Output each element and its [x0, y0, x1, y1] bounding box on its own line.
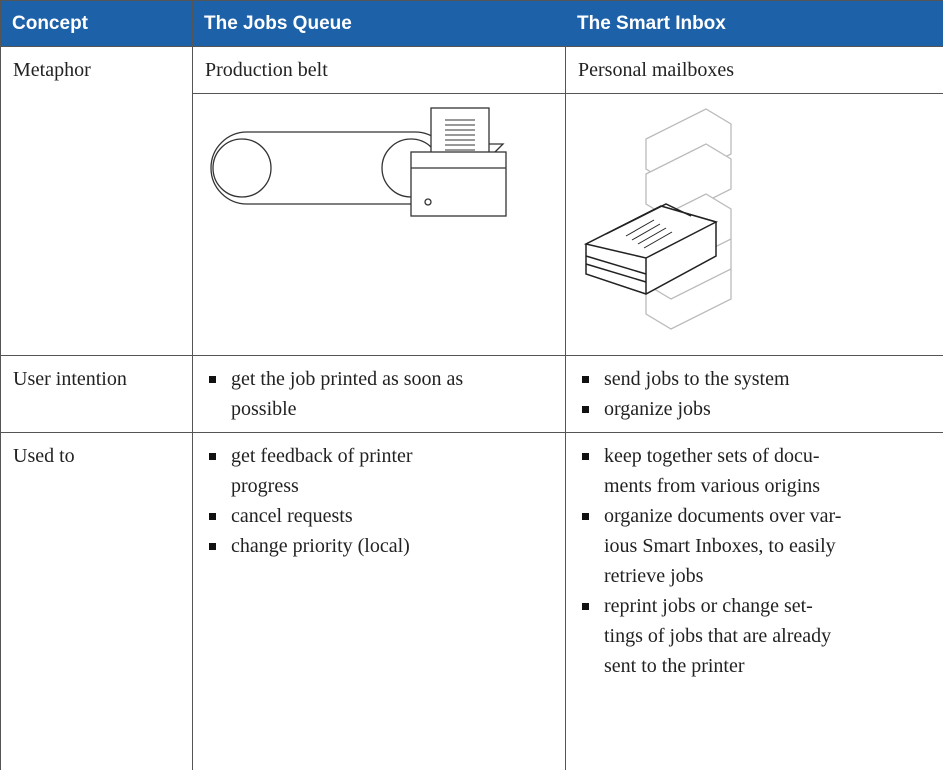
bullet-item: get feedback of printer progress — [205, 441, 553, 501]
text-line: possible — [231, 398, 297, 420]
bullet-item: reprint jobs or change set-tings of jobs… — [578, 591, 931, 681]
bullet-list: keep together sets of docu-ments from va… — [578, 441, 931, 681]
cell: send jobs to the system organize jobs — [565, 355, 943, 433]
cell: get the job printed as soon as possible — [192, 355, 566, 433]
mailbox-illustration — [583, 108, 732, 330]
cell: keep together sets of docu-ments from va… — [565, 432, 943, 770]
bullet-list: get the job printed as soon as possible — [205, 364, 553, 424]
illustration-cell — [565, 93, 943, 356]
bullet-list: send jobs to the system organize jobs — [578, 364, 931, 424]
text-line: cancel requests — [231, 505, 353, 527]
text-line: sent to the printer — [604, 655, 745, 677]
text-line: get feedback of printer — [231, 445, 413, 467]
text-line: progress — [231, 475, 299, 497]
text-line: send jobs to the system — [604, 368, 790, 390]
row-label: User intention — [0, 355, 193, 433]
illustration-cell — [192, 93, 566, 356]
text-line: change priority (local) — [231, 535, 410, 557]
header-row: Concept The Jobs Queue The Smart Inbox — [0, 0, 943, 47]
row-label: Metaphor — [0, 46, 193, 356]
text-line: organize jobs — [604, 398, 711, 420]
text-line: ments from various origins — [604, 475, 821, 497]
row-label: Used to — [0, 432, 193, 770]
bullet-list: get feedback of printer progress cancel re… — [205, 441, 553, 561]
bullet-item: organize documents over var-ious Smart I… — [578, 501, 931, 591]
text-line: retrieve jobs — [604, 565, 704, 587]
bullet-item: cancel requests — [205, 501, 553, 531]
bullet-item: change priority (local) — [205, 531, 553, 561]
text-line: organize documents over var- — [604, 505, 842, 527]
belt-illustration — [210, 107, 507, 217]
bullet-item: organize jobs — [578, 394, 931, 424]
text-line: keep together sets of docu- — [604, 445, 820, 467]
bullet-item: keep together sets of docu-ments from va… — [578, 441, 931, 501]
text-line: ious Smart Inboxes, to easily — [604, 535, 836, 557]
bullet-item: send jobs to the system — [578, 364, 931, 394]
cell: get feedback of printer progress cancel re… — [192, 432, 566, 770]
cell: Production belt — [192, 46, 566, 94]
text-line: reprint jobs or change set- — [604, 595, 813, 617]
header-cell: The Jobs Queue — [192, 0, 566, 47]
bullet-item: get the job printed as soon as possible — [205, 364, 553, 424]
text-line: get the job printed as soon as — [231, 368, 464, 390]
header-cell: Concept — [0, 0, 193, 47]
cell: Personal mailboxes — [565, 46, 943, 94]
text-line: tings of jobs that are already — [604, 625, 832, 647]
header-cell: The Smart Inbox — [565, 0, 943, 47]
